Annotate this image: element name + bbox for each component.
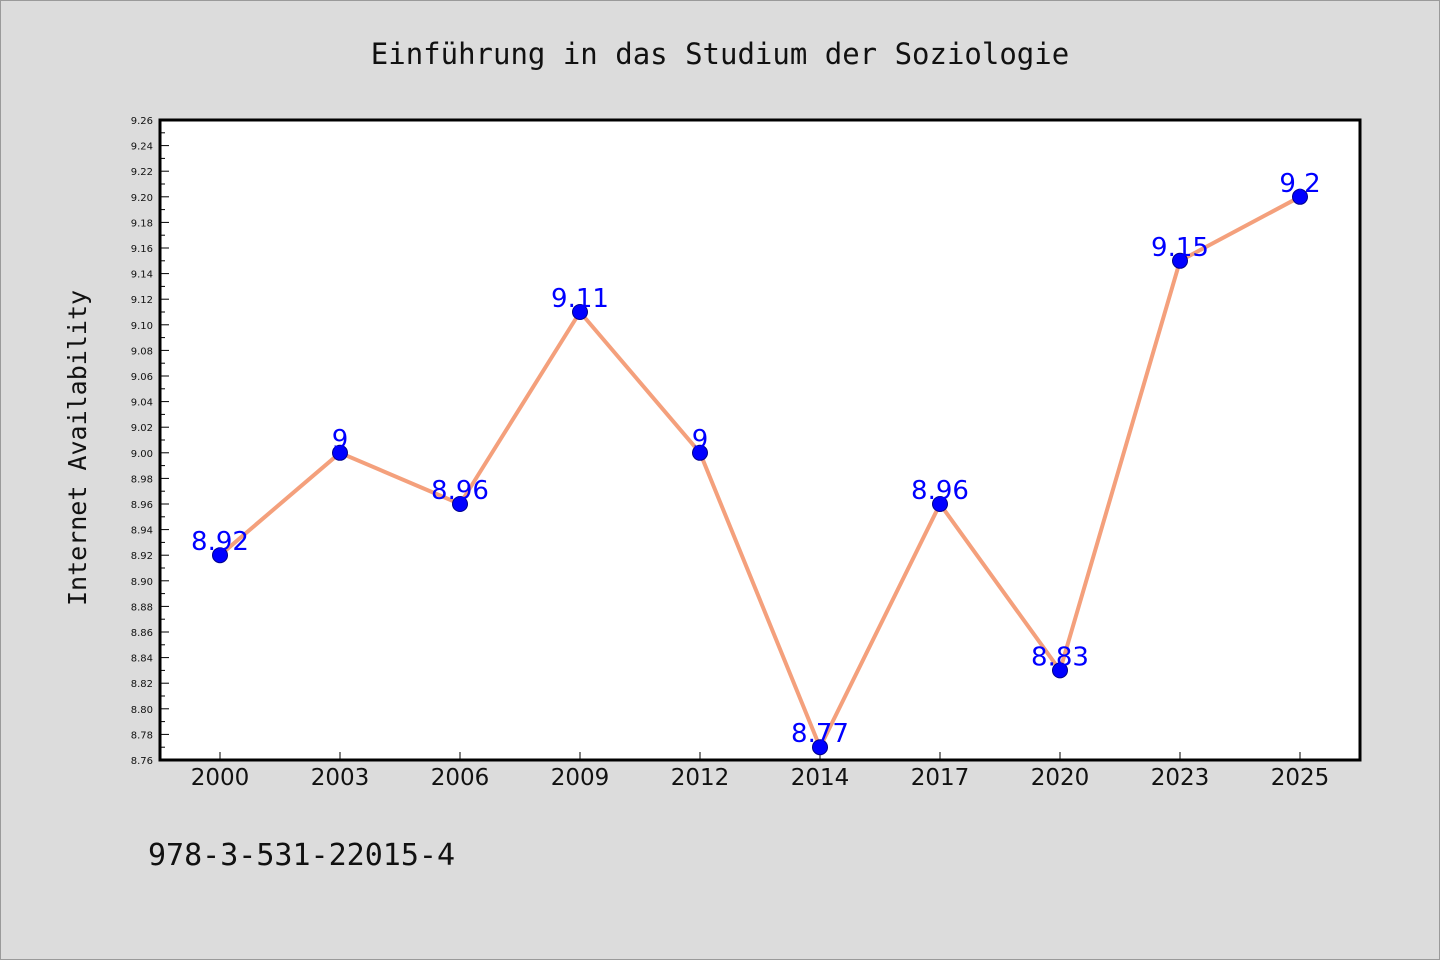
data-point [452, 496, 468, 512]
data-label: 8.96 [431, 476, 489, 506]
y-tick-label: 9.26 [131, 116, 153, 127]
data-point [332, 444, 348, 461]
y-tick-label: 9.04 [131, 398, 153, 409]
x-tick-label: 2025 [1271, 765, 1330, 791]
y-tick-label: 9.02 [131, 423, 153, 434]
x-tick-label: 2014 [791, 765, 850, 791]
chart-title: Einführung in das Studium der Soziologie [371, 37, 1069, 71]
series-line [218, 195, 1301, 750]
data-label: 9 [332, 425, 349, 455]
y-tick-label: 8.98 [131, 474, 153, 485]
y-tick-label: 9.18 [131, 218, 153, 229]
y-tick-label: 8.82 [131, 679, 153, 690]
data-point [1292, 188, 1308, 205]
y-tick-label: 8.94 [131, 526, 153, 537]
x-tick-label: 2012 [671, 765, 730, 791]
y-tick-label: 8.96 [131, 500, 153, 511]
data-point [1052, 662, 1068, 679]
y-tick-label: 9.14 [131, 270, 153, 281]
y-tick-label: 8.76 [131, 756, 153, 767]
x-tick-label: 2020 [1031, 765, 1090, 791]
data-label: 8.96 [911, 476, 969, 506]
y-tick-label: 9.16 [131, 244, 153, 255]
data-label: 9.11 [551, 284, 609, 314]
data-point [212, 547, 228, 564]
x-tick-label: 2023 [1151, 765, 1210, 791]
y-tick-label: 9.10 [131, 321, 153, 332]
y-tick-label: 9.20 [131, 193, 153, 204]
y-tick-label: 9.00 [131, 449, 153, 460]
series-markers [212, 188, 1308, 756]
x-tick-label: 2000 [191, 765, 250, 791]
data-label: 8.92 [191, 527, 249, 557]
x-tick-label: 2003 [311, 765, 370, 791]
y-tick-label: 8.80 [131, 705, 153, 716]
x-tick-label: 2017 [911, 765, 970, 791]
plot-area [160, 120, 1360, 760]
y-tick-label: 9.08 [131, 346, 153, 357]
x-axis-ticks: 2000 2003 2006 2009 2012 2014 2017 2020 2023 2025 [191, 752, 1330, 791]
data-point [692, 444, 708, 461]
y-tick-label: 9.24 [131, 142, 153, 153]
isbn-label: 978-3-531-22015-4 [148, 838, 455, 873]
x-tick-label: 2009 [551, 765, 610, 791]
y-tick-label: 8.86 [131, 628, 153, 639]
data-point [572, 304, 588, 320]
y-axis-label: Internet Availability [63, 290, 92, 606]
data-labels: 8.92 9 8.96 9.11 9 8.77 8.96 8.83 9.15 9.2 [191, 169, 1321, 749]
data-point [1172, 252, 1188, 269]
data-point [812, 739, 828, 756]
data-label: 9.15 [1151, 233, 1209, 263]
y-axis-ticks: 8.76 8.78 8.80 8.82 8.84 8.86 8.88 8.90 8.92 8.94… [131, 116, 169, 767]
data-label: 9 [692, 425, 709, 455]
y-tick-label: 8.84 [131, 654, 153, 665]
y-tick-label: 8.92 [131, 551, 153, 562]
y-tick-label: 8.88 [131, 602, 153, 613]
data-label: 9.2 [1279, 169, 1320, 199]
y-tick-label: 8.90 [131, 577, 153, 588]
y-tick-label: 9.12 [131, 295, 153, 306]
data-point [932, 496, 948, 512]
y-tick-label: 8.78 [131, 730, 153, 741]
x-tick-label: 2006 [431, 765, 490, 791]
y-tick-label: 9.22 [131, 167, 153, 178]
plot-border [158, 118, 1362, 762]
data-label: 8.83 [1031, 642, 1089, 672]
data-label: 8.77 [791, 719, 849, 749]
y-tick-label: 9.06 [131, 372, 153, 383]
